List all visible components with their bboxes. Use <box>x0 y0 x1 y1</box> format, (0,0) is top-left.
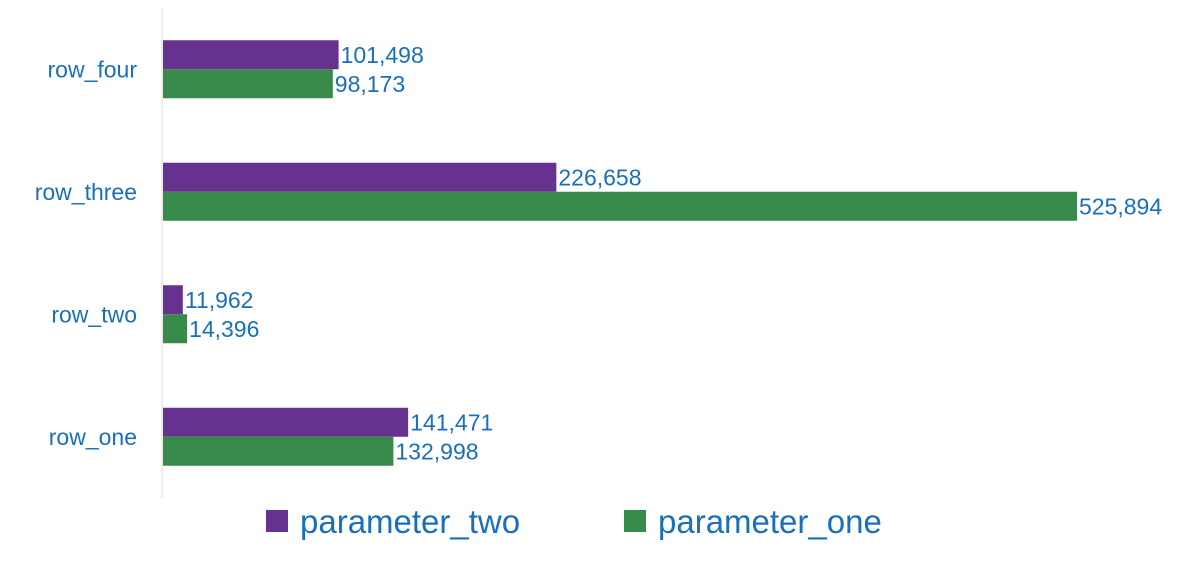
legend-label-parameter_one: parameter_one <box>658 503 882 540</box>
legend-swatch-parameter_one <box>624 510 646 532</box>
category-label-row_three: row_three <box>35 179 137 205</box>
bars <box>163 40 1077 466</box>
bar-parameter_one-row_one <box>163 436 394 466</box>
data-label-parameter_two-row_two: 11,962 <box>185 287 254 313</box>
category-labels: row_one row_two row_three row_four <box>35 56 138 450</box>
bar-parameter_two-row_two <box>163 285 183 315</box>
data-label-parameter_two-row_three: 226,658 <box>558 164 641 190</box>
legend-label-parameter_two: parameter_two <box>300 503 520 540</box>
data-label-parameter_one-row_four: 98,173 <box>335 71 405 97</box>
bar-parameter_two-row_four <box>163 40 339 70</box>
data-label-parameter_two-row_one: 141,471 <box>410 409 493 435</box>
bar-parameter_two-row_one <box>163 407 409 437</box>
bar-parameter_one-row_two <box>163 314 188 344</box>
data-label-parameter_one-row_three: 525,894 <box>1079 193 1162 219</box>
legend-swatch-parameter_two <box>266 510 288 532</box>
category-label-row_two: row_two <box>51 301 137 327</box>
legend: parameter_two parameter_one <box>266 503 882 540</box>
data-label-parameter_one-row_two: 14,396 <box>189 316 259 342</box>
bar-parameter_one-row_three <box>163 191 1077 221</box>
bar-parameter_one-row_four <box>163 69 333 99</box>
data-labels: 141,471 132,998 11,962 14,396 226,658 525,894… <box>185 42 1163 465</box>
category-label-row_four: row_four <box>48 56 138 82</box>
bar-parameter_two-row_three <box>163 162 557 192</box>
data-label-parameter_two-row_four: 101,498 <box>341 42 424 68</box>
data-label-parameter_one-row_one: 132,998 <box>395 438 478 464</box>
category-label-row_one: row_one <box>49 424 137 450</box>
